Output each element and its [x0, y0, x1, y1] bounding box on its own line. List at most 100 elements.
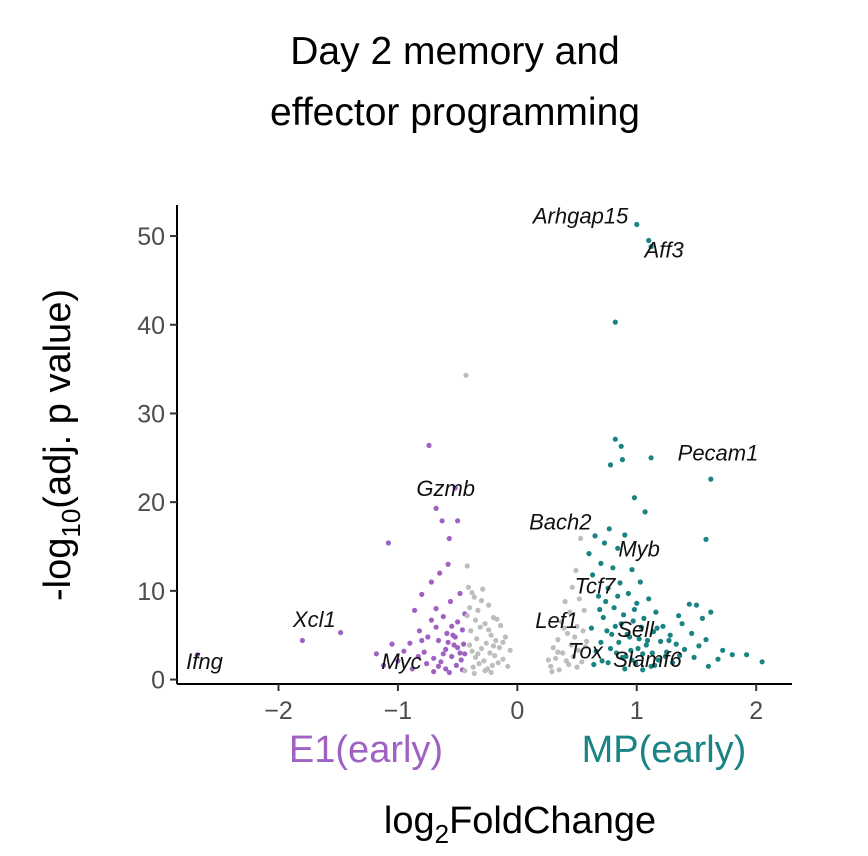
y-axis-title-subscript: 10	[56, 509, 86, 538]
data-point-down-3	[385, 540, 391, 546]
data-point-ns-1	[464, 563, 470, 569]
data-point-up-4	[612, 436, 618, 442]
data-point-down-1	[299, 637, 305, 644]
data-point-up-29	[617, 580, 623, 586]
data-point-up-66	[705, 663, 712, 669]
data-point-down-31	[445, 561, 451, 567]
data-point-up-98	[666, 637, 672, 644]
data-point-ns-42	[494, 616, 500, 622]
data-point-down-44	[458, 657, 464, 663]
data-point-down-39	[453, 662, 459, 669]
data-point-ns-61	[569, 584, 575, 590]
gene-label-lef1: Lef1	[535, 608, 578, 633]
y-tick-label: 40	[137, 312, 165, 340]
data-point-ns-72	[581, 607, 587, 614]
gene-label-pecam1: Pecam1	[678, 441, 759, 466]
data-point-down-33	[447, 598, 454, 605]
chart-title: Day 2 memory and effector programming	[270, 30, 640, 134]
data-point-up-19	[601, 540, 608, 546]
data-point-down-13	[419, 637, 425, 644]
data-point-ns-65	[574, 664, 580, 670]
data-point-ns-36	[469, 590, 475, 596]
data-point-ns-10	[474, 636, 480, 642]
data-point-up-80	[618, 621, 624, 627]
data-point-up-6	[607, 462, 614, 468]
data-point-ns-12	[476, 661, 482, 667]
data-point-ns-32	[505, 663, 511, 669]
data-point-ns-69	[578, 535, 584, 542]
data-point-up-16	[595, 593, 602, 599]
gene-label-slamf6: Slamf6	[613, 647, 682, 672]
data-point-ns-57	[564, 630, 571, 637]
data-point-up-34	[625, 590, 632, 597]
data-point-up-71	[744, 652, 750, 658]
data-point-up-78	[609, 631, 615, 637]
data-point-up-67	[708, 609, 714, 615]
data-point-ns-52	[556, 667, 562, 673]
data-point-ns-0	[463, 372, 469, 378]
data-point-ns-18	[483, 640, 489, 646]
data-point-ns-22	[488, 632, 494, 638]
gene-label-gzmb: Gzmb	[416, 476, 475, 501]
data-point-up-15	[592, 533, 598, 539]
data-point-up-36	[629, 567, 635, 573]
data-point-up-61	[691, 654, 697, 661]
data-point-ns-33	[507, 647, 513, 653]
data-point-ns-8	[472, 617, 479, 623]
data-point-down-58	[435, 663, 442, 669]
data-point-up-44	[643, 642, 649, 648]
data-point-up-88	[654, 625, 660, 631]
data-point-up-56	[677, 653, 683, 659]
data-point-up-53	[667, 632, 673, 638]
data-point-ns-76	[561, 625, 567, 631]
data-point-up-59	[686, 601, 692, 607]
x-tick-label: 0	[510, 697, 524, 725]
data-point-up-20	[604, 628, 610, 634]
data-point-down-23	[435, 637, 442, 644]
x-tick-label: −1	[384, 697, 413, 725]
data-point-up-5	[618, 443, 624, 449]
data-point-down-55	[455, 645, 461, 651]
data-point-down-59	[446, 669, 452, 676]
data-point-ns-41	[490, 643, 497, 649]
data-point-up-40	[636, 636, 642, 642]
data-point-ns-29	[498, 622, 504, 629]
data-point-up-52	[664, 649, 670, 655]
title-line-1: Day 2 memory and	[290, 30, 619, 73]
data-point-ns-68	[576, 596, 583, 602]
data-point-up-7	[619, 457, 626, 463]
data-point-down-11	[416, 628, 422, 634]
gene-label-ifng: Ifng	[186, 649, 223, 674]
data-point-ns-39	[482, 668, 488, 674]
data-point-down-53	[445, 639, 451, 645]
data-point-down-30	[444, 630, 450, 637]
data-point-ns-63	[572, 634, 578, 640]
data-point-ns-77	[549, 669, 555, 675]
data-point-up-2	[648, 244, 654, 250]
data-point-up-64	[699, 615, 706, 622]
data-point-up-65	[703, 637, 709, 643]
data-point-up-82	[627, 634, 633, 640]
data-point-down-20	[431, 669, 437, 675]
data-point-ns-6	[470, 664, 476, 670]
y-tick-label: 30	[137, 400, 165, 428]
data-point-down-37	[452, 485, 458, 491]
data-point-ns-59	[567, 609, 573, 615]
data-point-down-47	[461, 641, 467, 647]
data-point-up-79	[613, 650, 620, 656]
data-point-down-42	[457, 650, 463, 656]
data-point-up-97	[652, 662, 658, 669]
data-point-ns-62	[570, 653, 577, 660]
data-point-down-18	[428, 617, 434, 623]
data-point-ns-44	[471, 670, 477, 677]
data-point-down-10	[412, 607, 418, 614]
data-point-up-68	[715, 656, 721, 662]
data-point-ns-13	[477, 624, 483, 630]
data-point-up-81	[623, 653, 629, 660]
data-point-ns-73	[582, 644, 589, 650]
data-point-up-99	[676, 613, 682, 619]
data-point-up-62	[693, 602, 700, 608]
data-point-down-0	[194, 652, 200, 658]
data-point-down-35	[449, 623, 455, 629]
